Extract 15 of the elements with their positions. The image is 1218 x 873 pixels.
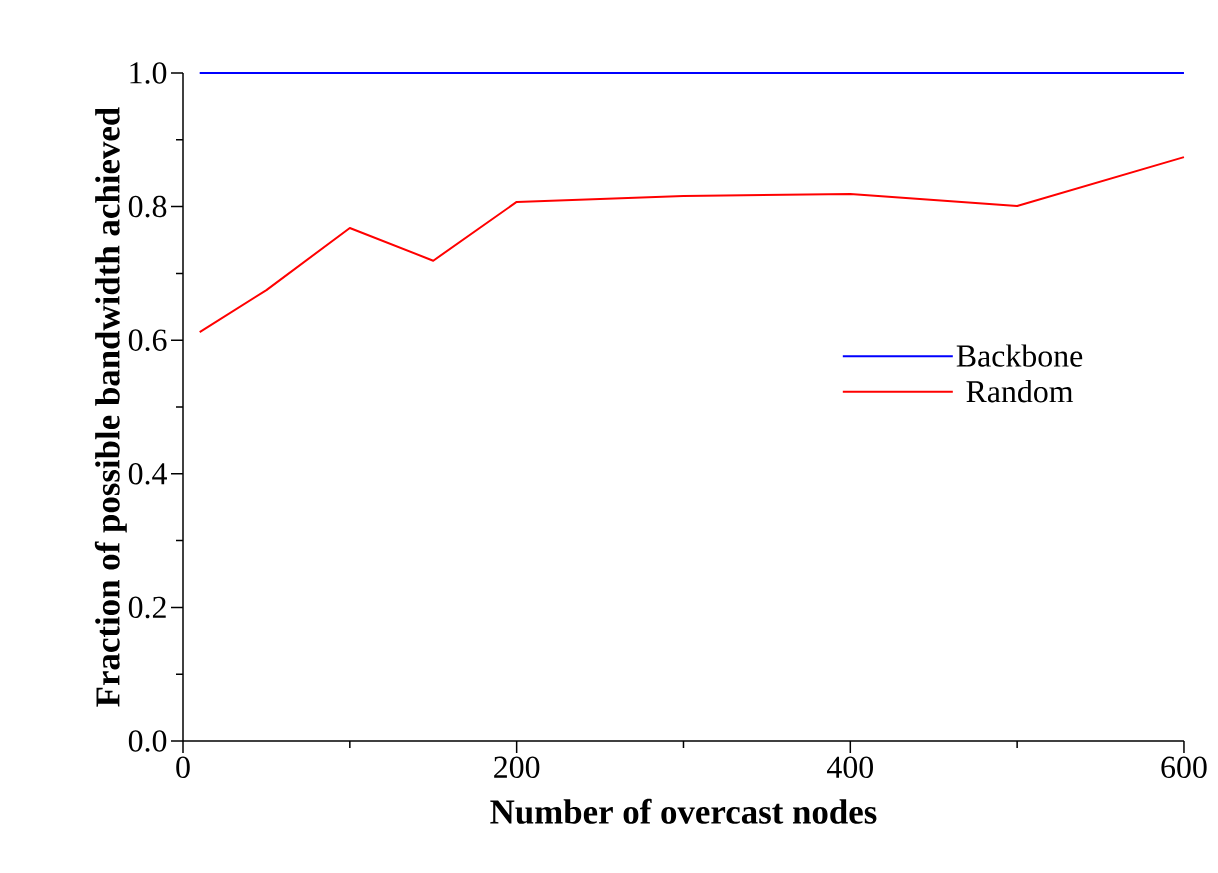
- y-axis-title: Fraction of possible bandwidth achieved: [94, 107, 127, 707]
- line-series: [198, 156, 1185, 334]
- y-tick-label: 0.6: [128, 329, 167, 352]
- x-axis-title: Number of overcast nodes: [490, 798, 877, 824]
- x-tick-label: 400: [827, 756, 873, 779]
- legend-label: Random: [966, 379, 1074, 403]
- y-tick-label: 0.2: [128, 596, 166, 619]
- y-tick-label: 0.8: [128, 195, 167, 218]
- y-tick-label: 0.4: [128, 462, 167, 485]
- x-tick-label: 0: [176, 756, 190, 779]
- legend-label: Backbone: [956, 344, 1083, 367]
- y-tick-label: 0.0: [128, 730, 167, 752]
- x-tick-label: 600: [1161, 756, 1207, 779]
- x-tick-label: 200: [494, 756, 540, 779]
- y-tick-label: 1.0: [130, 62, 167, 84]
